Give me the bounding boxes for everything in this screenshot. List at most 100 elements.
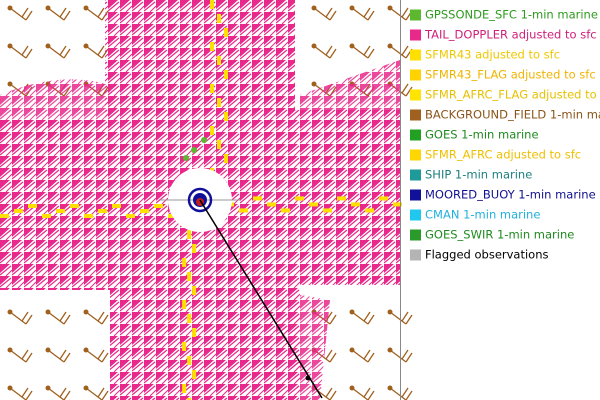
- barb-staff: [47, 45, 65, 59]
- barb-staff: [47, 387, 65, 400]
- barb-feather: [25, 390, 33, 400]
- barb-staff: [351, 311, 369, 325]
- sfmr-bar: [84, 214, 93, 218]
- barb-feather: [329, 314, 337, 325]
- sfmr-bar: [217, 56, 221, 65]
- sfmr-bar: [192, 328, 197, 337]
- barb-staff: [9, 387, 27, 400]
- barb-staff: [351, 45, 369, 59]
- barb-feather: [101, 390, 109, 400]
- barb-feather: [405, 390, 413, 400]
- sfmr-bar: [70, 204, 79, 208]
- sfmr-bar: [393, 202, 402, 207]
- sfmr-bar: [239, 208, 248, 213]
- gps-point: [191, 147, 197, 153]
- barb-feather: [63, 352, 71, 363]
- barb-feather: [25, 10, 33, 21]
- map-area: [0, 0, 413, 400]
- sfmr-bar: [0, 214, 9, 218]
- sfmr-bar: [217, 140, 221, 149]
- legend-label: GOES_SWIR 1-min marine: [425, 228, 574, 242]
- barb-staff: [85, 349, 103, 363]
- barb-feather: [21, 7, 29, 18]
- barb-feather: [325, 349, 333, 360]
- sfmr-bar: [187, 314, 192, 323]
- doppler-fringe: [0, 60, 400, 400]
- sfmr-bar: [217, 14, 221, 23]
- sfmr-bar: [56, 209, 65, 213]
- sfmr-bar: [187, 356, 192, 365]
- sfmr-bar: [323, 208, 332, 213]
- barb-feather: [97, 7, 105, 18]
- legend-swatch: [410, 169, 421, 181]
- gps-point: [183, 155, 189, 161]
- sfmr-bar: [351, 202, 360, 207]
- barb-feather: [325, 387, 333, 398]
- barb-feather: [101, 314, 109, 325]
- barb-staff: [351, 7, 369, 21]
- legend-label: CMAN 1-min marine: [425, 208, 540, 222]
- barb-feather: [363, 45, 371, 56]
- barb-feather: [101, 352, 109, 363]
- barb-staff: [389, 311, 407, 325]
- legend-label: TAIL_DOPPLER adjusted to sfc: [424, 28, 597, 42]
- barb-feather: [63, 10, 71, 21]
- barb-feather: [367, 48, 375, 59]
- barb-feather: [59, 45, 67, 56]
- barb-feather: [401, 45, 409, 56]
- barb-feather: [367, 390, 375, 400]
- barb-feather: [329, 352, 337, 363]
- barb-staff: [85, 7, 103, 21]
- legend-swatch: [410, 89, 421, 101]
- sfmr-bar: [217, 98, 221, 107]
- barb-feather: [97, 349, 105, 360]
- barb-feather: [325, 45, 333, 56]
- barb-feather: [363, 387, 371, 398]
- barb-staff: [47, 7, 65, 21]
- legend-swatch: [410, 129, 421, 141]
- legend-swatch: [410, 209, 421, 221]
- legend-swatch: [410, 189, 421, 201]
- sfmr-bar: [42, 214, 51, 218]
- legend-label: GOES 1-min marine: [425, 128, 539, 142]
- sfmr-bar: [112, 204, 121, 208]
- barb-staff: [9, 7, 27, 21]
- sfmr-bar: [182, 384, 187, 393]
- barb-staff: [9, 311, 27, 325]
- barb-feather: [97, 45, 105, 56]
- barb-staff: [313, 7, 331, 21]
- sfmr-bar: [182, 258, 187, 267]
- sfmr-bar: [182, 342, 187, 351]
- track-line: [199, 199, 323, 399]
- legend-label: MOORED_BUOY 1-min marine: [425, 188, 596, 202]
- legend-swatch: [410, 249, 421, 261]
- sfmr-bar: [267, 202, 276, 207]
- sfmr-bar: [140, 209, 149, 213]
- legend-label: BACKGROUND_FIELD 1-min marine: [425, 108, 600, 122]
- barb-feather: [363, 7, 371, 18]
- sfmr-track: [0, 0, 402, 400]
- sfmr-bar: [309, 202, 318, 207]
- barb-staff: [351, 349, 369, 363]
- sfmr-bar: [210, 126, 214, 135]
- sfmr-bar: [28, 204, 37, 208]
- legend-swatch: [410, 29, 421, 41]
- legend-label: SFMR_AFRC_FLAG adjusted to sfc: [425, 88, 600, 102]
- barb-feather: [405, 86, 413, 97]
- sfmr-bar: [98, 209, 107, 213]
- barb-staff: [85, 45, 103, 59]
- legend-label: GPSSONDE_SFC 1-min marine: [425, 8, 598, 22]
- center-marker: [160, 137, 323, 399]
- sfmr-bar: [210, 0, 214, 9]
- barb-feather: [59, 387, 67, 398]
- barb-staff: [9, 45, 27, 59]
- track-point: [305, 375, 311, 381]
- barb-feather: [401, 311, 409, 322]
- barb-feather: [25, 314, 33, 325]
- barb-staff: [85, 387, 103, 400]
- barb-feather: [21, 387, 29, 398]
- legend-label: Flagged observations: [425, 248, 549, 262]
- barb-feather: [59, 7, 67, 18]
- barb-feather: [405, 352, 413, 363]
